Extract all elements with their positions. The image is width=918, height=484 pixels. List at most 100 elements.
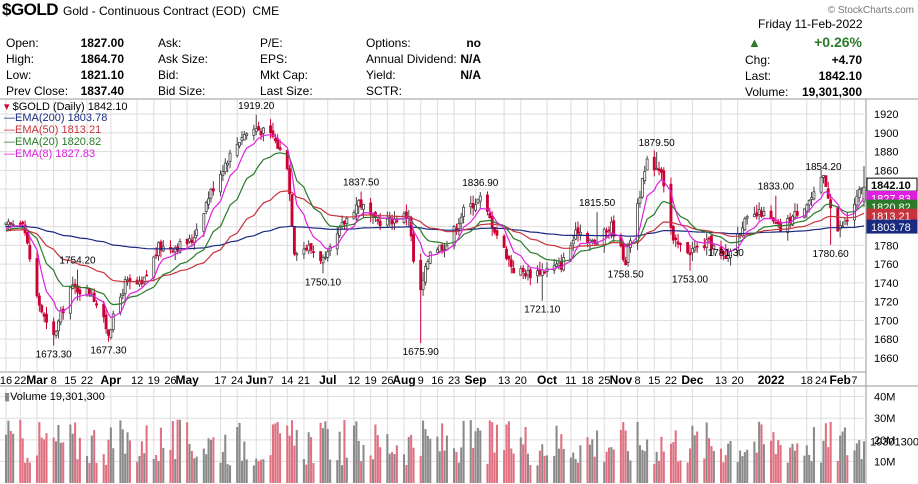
candle-body: [502, 235, 506, 248]
volume-bar: [386, 434, 389, 483]
x-tick-label: 22: [665, 375, 677, 387]
volume-bar: [360, 461, 363, 483]
volume-bar: [326, 429, 329, 483]
candle-body: [288, 168, 292, 195]
y-tick-label: 1780: [874, 240, 898, 252]
candle-body: [652, 156, 656, 171]
candle-body: [743, 218, 747, 231]
volume-bar: [205, 454, 208, 483]
candle-body: [721, 251, 725, 255]
up-triangle-icon: ▲: [748, 35, 761, 50]
candle-body: [512, 267, 516, 274]
candle-body: [841, 225, 844, 228]
candle-body: [562, 257, 566, 271]
volume-bar: [74, 422, 77, 483]
volume-bar: [412, 447, 415, 483]
volume-bar: [460, 447, 463, 483]
volume-bar: [786, 462, 789, 483]
volume-bar: [90, 435, 93, 483]
volume-bar: [236, 427, 239, 483]
quote-extra-label: Yield:: [366, 68, 396, 82]
volume-bar: [653, 464, 656, 483]
volume-last-value: 19301300: [870, 436, 918, 448]
y-tick-label: 1860: [874, 165, 898, 177]
price-annotation: 1677.30: [90, 346, 127, 357]
volume-bar: [624, 430, 627, 483]
candle-body: [307, 244, 311, 252]
volume-bar: [290, 420, 294, 483]
volume-bar: [855, 443, 858, 483]
candle-body: [493, 227, 497, 233]
ema50-line: [5, 190, 865, 283]
volume-bar: [719, 448, 723, 483]
volume-bar: [691, 425, 694, 483]
candle-body: [855, 195, 859, 206]
stockcharts-watermark[interactable]: © StockCharts.com: [827, 5, 914, 16]
candle-body: [693, 247, 697, 251]
quote-extra-label: Options:: [366, 36, 411, 50]
legend-ema50: —EMA(50) 1813.21: [4, 124, 101, 136]
x-tick-label: 12: [131, 375, 143, 387]
quote-stats-label: Last Size:: [260, 84, 313, 98]
candle-body: [621, 244, 625, 260]
candle-body: [509, 259, 513, 267]
candle-body: [238, 141, 241, 147]
quote-last-value: +4.70: [831, 53, 862, 67]
candle-body: [309, 243, 313, 251]
volume-bar: [822, 440, 825, 483]
candle-body: [540, 269, 544, 276]
candle-body: [107, 329, 110, 336]
price-annotation: 1854.20: [805, 162, 842, 173]
right-axis-tag: 1842.10: [866, 177, 918, 192]
volume-bar: [429, 438, 432, 483]
volume-bar: [76, 459, 79, 483]
candle-body: [37, 295, 41, 306]
volume-bar: [472, 447, 475, 483]
candle-body: [626, 245, 630, 263]
volume-bar: [557, 448, 560, 483]
x-tick-label: 23: [448, 375, 460, 387]
volume-bar: [407, 436, 410, 483]
candle-body: [488, 213, 492, 219]
volume-bar: [574, 459, 577, 483]
volume-bar: [391, 452, 394, 483]
candle-body: [538, 269, 542, 275]
candle-body: [109, 329, 113, 338]
volume-bar: [95, 462, 98, 483]
volume-bar: [69, 424, 72, 483]
volume-bar: [453, 448, 456, 483]
volume-bar: [576, 462, 580, 483]
volume-bar: [93, 429, 96, 483]
volume-bar: [462, 420, 465, 483]
candle-body: [123, 279, 127, 294]
volume-bar: [503, 450, 506, 483]
volume-bar: [57, 424, 60, 483]
candle-body: [142, 276, 146, 284]
candle-body: [78, 289, 82, 295]
candle-body: [829, 199, 833, 209]
x-tick-label: Jun: [246, 373, 267, 387]
candle-body: [707, 237, 711, 240]
candle-body: [190, 239, 194, 244]
volume-bar: [562, 448, 565, 483]
volume-bar: [655, 451, 658, 483]
candle-body: [807, 200, 811, 206]
volume-bar: [858, 440, 861, 483]
volume-bar: [789, 447, 792, 483]
candle-body: [45, 313, 48, 323]
candle-body: [290, 194, 294, 227]
quote-mid-label: Ask:: [158, 36, 182, 50]
candle-body: [486, 194, 489, 212]
y-tick-label: 1880: [874, 147, 898, 159]
volume-bar: [705, 422, 708, 483]
candle-body: [42, 313, 46, 317]
candle-body: [419, 259, 423, 291]
candle-body: [68, 286, 72, 314]
volume-bar: [171, 421, 174, 483]
volume-bar: [376, 435, 379, 483]
candle-body: [245, 133, 249, 137]
legend-main-text: $GOLD (Daily) 1842.10: [12, 101, 128, 113]
volume-bar: [169, 449, 172, 483]
change-percent: +0.26%: [814, 34, 862, 50]
